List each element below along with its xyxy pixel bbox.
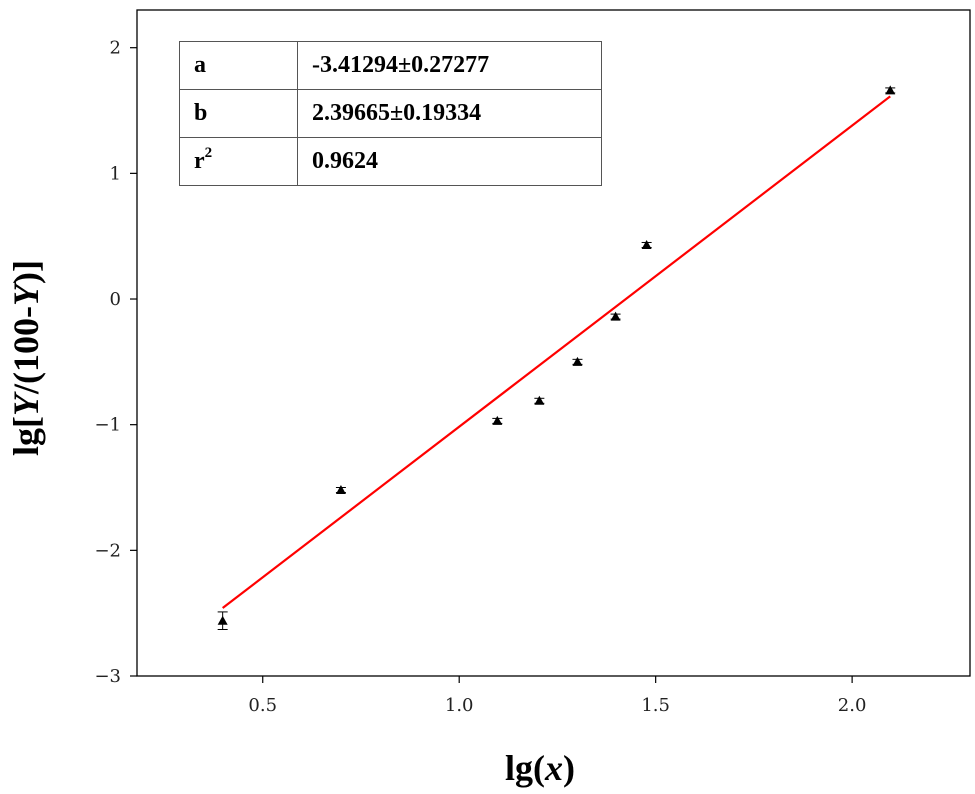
stats-key-b: b bbox=[179, 89, 298, 138]
x-axis-ticks: 0.5 1.0 1.5 2.0 bbox=[248, 676, 866, 716]
triangle-marker bbox=[534, 395, 545, 405]
y-tick-label: −1 bbox=[94, 415, 121, 436]
data-point bbox=[885, 85, 896, 95]
stats-value-a: -3.41294±0.27277 bbox=[297, 41, 602, 90]
y-axis-title: lg[Y/(100-Y)] bbox=[6, 260, 46, 456]
y-tick-label: −3 bbox=[94, 666, 121, 687]
data-points bbox=[217, 85, 896, 631]
triangle-marker bbox=[610, 311, 621, 321]
stats-value-r2: 0.9624 bbox=[297, 137, 602, 186]
data-point bbox=[534, 395, 545, 405]
plot-frame bbox=[136, 9, 971, 677]
stats-key-r2-base: r bbox=[194, 148, 205, 174]
stats-row-a: a -3.41294±0.27277 bbox=[179, 41, 602, 90]
data-point bbox=[335, 485, 346, 495]
y-axis-ticks: −3 −2 −1 0 1 2 bbox=[94, 38, 137, 687]
triangle-marker bbox=[217, 615, 228, 625]
triangle-marker bbox=[641, 239, 652, 249]
y-tick-label: 2 bbox=[110, 38, 121, 59]
triangle-marker bbox=[885, 85, 896, 95]
y-tick-label: 0 bbox=[110, 289, 121, 310]
x-tick-label: 2.0 bbox=[838, 695, 867, 716]
x-tick-label: 1.5 bbox=[641, 695, 670, 716]
stats-row-r2: r2 0.9624 bbox=[179, 137, 602, 186]
fit-line bbox=[221, 95, 891, 609]
triangle-marker bbox=[572, 356, 583, 366]
x-tick-label: 1.0 bbox=[445, 695, 474, 716]
stats-value-b: 2.39665±0.19334 bbox=[297, 89, 602, 138]
fit-stats-table: a -3.41294±0.27277 b 2.39665±0.19334 r2 … bbox=[179, 41, 602, 186]
stats-key-r2: r2 bbox=[179, 137, 298, 186]
x-tick-label: 0.5 bbox=[248, 695, 277, 716]
stats-key-r2-sup: 2 bbox=[204, 145, 213, 161]
data-point bbox=[492, 415, 503, 425]
y-tick-label: 1 bbox=[110, 163, 121, 184]
x-axis-title: lg(x) bbox=[505, 748, 575, 788]
fit-line-group bbox=[221, 95, 891, 609]
data-point bbox=[217, 611, 228, 631]
triangle-marker bbox=[335, 485, 346, 495]
data-point bbox=[572, 356, 583, 366]
data-point bbox=[610, 311, 621, 321]
stats-row-b: b 2.39665±0.19334 bbox=[179, 89, 602, 138]
stats-key-a: a bbox=[179, 41, 298, 90]
y-tick-label: −2 bbox=[94, 540, 121, 561]
triangle-marker bbox=[492, 415, 503, 425]
data-point bbox=[641, 239, 652, 249]
